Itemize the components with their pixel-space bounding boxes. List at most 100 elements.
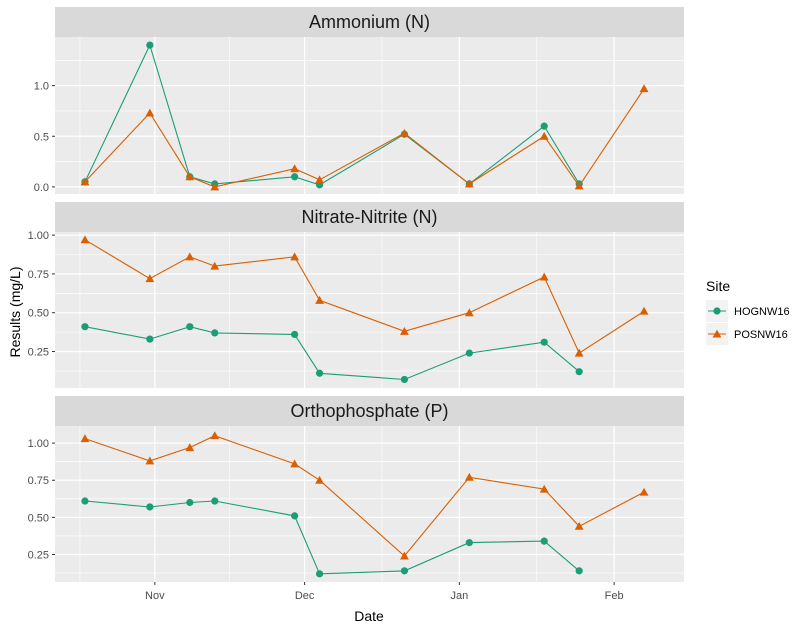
series-line (84, 43, 580, 186)
point-triangle (80, 177, 90, 186)
point-circle (575, 368, 583, 376)
facet-strip (55, 7, 684, 37)
facet-panel: Ammonium (N) 0.0 0.5 1.0 (34, 7, 684, 194)
point-triangle (185, 443, 195, 452)
point-triangle (400, 326, 409, 335)
point-circle (400, 375, 409, 384)
series-posnw16 (80, 235, 649, 357)
point-triangle (290, 459, 300, 468)
point-circle (81, 323, 89, 331)
point-triangle (464, 179, 474, 188)
facet-strip (55, 396, 684, 426)
point-circle (400, 567, 409, 575)
y-tick-label: 0.75 (28, 269, 49, 281)
legend-label: POSNW16 (734, 329, 788, 341)
x-axis-title: Date (354, 608, 384, 624)
y-tick-label: 0.75 (28, 475, 49, 487)
facet-title: Orthophosphate (P) (290, 401, 448, 421)
point-triangle (400, 551, 409, 560)
x-axis-layer: Nov Dec Jan Feb (145, 582, 624, 602)
point-triangle (315, 475, 324, 484)
series-hognw16 (81, 497, 583, 578)
legend-title: Site (706, 278, 730, 294)
plot-background (55, 232, 684, 388)
point-triangle (185, 252, 195, 261)
y-tick-label: 1.00 (28, 230, 49, 242)
y-axis-title: Results (mg/L) (7, 266, 23, 357)
point-triangle (639, 84, 649, 93)
point-circle (540, 537, 548, 545)
x-tick-label: Nov (145, 590, 165, 602)
point-circle (291, 330, 299, 339)
point-triangle (80, 235, 90, 244)
point-triangle (290, 252, 300, 261)
panels-layer: Ammonium (N) 0.0 0.5 1.0 Nitrate-Nitrite (N)… (28, 7, 684, 582)
point-triangle (290, 164, 300, 173)
point-circle (146, 503, 154, 511)
point-circle (211, 497, 219, 505)
point-triangle (185, 172, 195, 181)
y-tick-label: 0.5 (34, 131, 49, 143)
series-line (84, 500, 580, 575)
point-circle (575, 567, 583, 575)
series-line (84, 326, 580, 381)
point-triangle (574, 181, 584, 190)
point-circle (315, 369, 324, 377)
point-triangle (400, 128, 409, 137)
y-tick-label: 0.50 (28, 512, 49, 524)
point-triangle (639, 306, 649, 315)
point-triangle (315, 175, 324, 184)
y-tick-label: 0.25 (28, 550, 49, 562)
y-tick-label: 1.00 (28, 438, 49, 450)
series-posnw16 (80, 84, 649, 191)
facet-title: Nitrate-Nitrite (N) (301, 207, 437, 227)
point-triangle (210, 261, 220, 270)
point-triangle (639, 487, 649, 496)
point-circle (186, 498, 194, 507)
point-circle (211, 329, 219, 337)
facet-panel: Orthophosphate (P) 0.25 0.50 0.75 1.00 (28, 396, 684, 582)
facet-title: Ammonium (N) (309, 12, 430, 32)
point-triangle (574, 348, 584, 357)
point-triangle (80, 434, 90, 443)
point-triangle (145, 108, 155, 117)
point-triangle (145, 456, 155, 465)
point-circle (713, 307, 721, 315)
point-triangle (210, 182, 220, 191)
facet-panel: Nitrate-Nitrite (N) 0.25 0.50 0.75 1.00 (28, 202, 684, 388)
point-triangle (464, 308, 474, 317)
point-circle (146, 41, 154, 49)
point-triangle (210, 431, 220, 440)
y-tick-label: 1.0 (34, 81, 49, 93)
point-triangle (539, 131, 549, 140)
point-triangle (145, 274, 155, 283)
point-circle (146, 335, 154, 343)
point-circle (81, 497, 89, 505)
point-triangle (315, 295, 324, 304)
legend-label: HOGNW16 (734, 306, 790, 318)
y-tick-label: 0.25 (28, 347, 49, 359)
point-circle (291, 512, 299, 520)
point-triangle (712, 329, 722, 338)
plot-background (55, 37, 684, 194)
point-circle (540, 338, 548, 346)
point-triangle (574, 521, 584, 530)
point-circle (291, 173, 299, 181)
point-circle (540, 122, 548, 130)
plot-background (55, 426, 684, 582)
point-triangle (464, 472, 474, 481)
series-posnw16 (80, 431, 649, 560)
series-hognw16 (81, 323, 583, 384)
point-triangle (539, 272, 549, 281)
legend: Site HOGNW16 POSNW16 (706, 278, 790, 345)
x-tick-label: Dec (295, 590, 315, 602)
x-tick-label: Feb (605, 590, 624, 602)
x-tick-label: Jan (450, 590, 468, 602)
point-circle (186, 323, 194, 331)
point-circle (315, 570, 324, 578)
point-triangle (539, 484, 549, 493)
facet-strip (55, 202, 684, 232)
y-tick-label: 0.0 (34, 182, 49, 194)
y-tick-label: 0.50 (28, 308, 49, 320)
